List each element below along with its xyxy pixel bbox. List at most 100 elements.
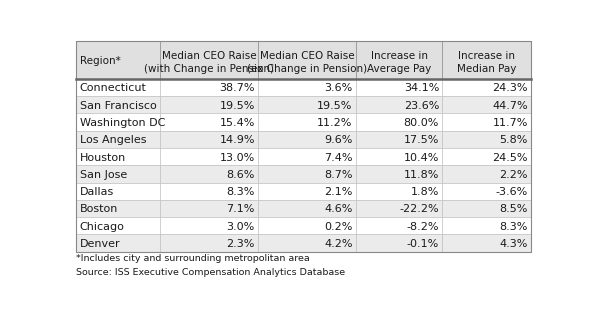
Text: Median CEO Raise
(ex Change in Pension): Median CEO Raise (ex Change in Pension): [247, 51, 367, 74]
Bar: [258, 96, 356, 113]
Bar: [258, 182, 356, 200]
Text: 5.8%: 5.8%: [499, 135, 528, 145]
Bar: [258, 165, 356, 182]
Text: 34.1%: 34.1%: [404, 84, 439, 94]
Bar: [442, 148, 531, 165]
Bar: [160, 234, 258, 252]
Bar: [356, 113, 442, 131]
Text: 7.4%: 7.4%: [324, 153, 353, 163]
Text: Houston: Houston: [80, 153, 126, 163]
Bar: [258, 234, 356, 252]
Text: 3.0%: 3.0%: [226, 222, 255, 232]
Bar: [356, 41, 442, 79]
Text: San Jose: San Jose: [80, 170, 127, 180]
Bar: [258, 148, 356, 165]
Bar: [258, 41, 356, 79]
Bar: [160, 165, 258, 182]
Text: Connecticut: Connecticut: [80, 84, 147, 94]
Bar: [258, 217, 356, 234]
Bar: [160, 200, 258, 217]
Bar: [76, 79, 160, 96]
Bar: [160, 96, 258, 113]
Bar: [356, 234, 442, 252]
Text: 13.0%: 13.0%: [220, 153, 255, 163]
Text: -8.2%: -8.2%: [407, 222, 439, 232]
Bar: [442, 165, 531, 182]
Text: 4.2%: 4.2%: [324, 239, 353, 249]
Text: 0.2%: 0.2%: [324, 222, 353, 232]
Text: -3.6%: -3.6%: [495, 187, 528, 197]
Text: 24.3%: 24.3%: [492, 84, 528, 94]
Bar: [442, 96, 531, 113]
Bar: [442, 217, 531, 234]
Bar: [160, 79, 258, 96]
Text: 24.5%: 24.5%: [492, 153, 528, 163]
Text: Los Angeles: Los Angeles: [80, 135, 147, 145]
Bar: [442, 41, 531, 79]
Bar: [356, 217, 442, 234]
Text: -0.1%: -0.1%: [407, 239, 439, 249]
Bar: [160, 148, 258, 165]
Bar: [356, 165, 442, 182]
Text: 8.3%: 8.3%: [499, 222, 528, 232]
Text: Chicago: Chicago: [80, 222, 125, 232]
Bar: [76, 113, 160, 131]
Bar: [160, 131, 258, 148]
Text: 19.5%: 19.5%: [317, 101, 353, 111]
Text: -22.2%: -22.2%: [400, 204, 439, 214]
Text: Region*: Region*: [80, 56, 121, 66]
Bar: [442, 234, 531, 252]
Text: 23.6%: 23.6%: [404, 101, 439, 111]
Bar: [442, 131, 531, 148]
Text: 15.4%: 15.4%: [219, 118, 255, 128]
Text: 80.0%: 80.0%: [404, 118, 439, 128]
Text: Increase in
Average Pay: Increase in Average Pay: [367, 51, 431, 74]
Text: 38.7%: 38.7%: [219, 84, 255, 94]
Text: 4.6%: 4.6%: [324, 204, 353, 214]
Text: Dallas: Dallas: [80, 187, 114, 197]
Text: 10.4%: 10.4%: [404, 153, 439, 163]
Bar: [160, 41, 258, 79]
Bar: [76, 41, 160, 79]
Text: 11.2%: 11.2%: [317, 118, 353, 128]
Text: 8.3%: 8.3%: [226, 187, 255, 197]
Bar: [442, 79, 531, 96]
Bar: [356, 148, 442, 165]
Text: Boston: Boston: [80, 204, 118, 214]
Text: 8.7%: 8.7%: [324, 170, 353, 180]
Bar: [76, 131, 160, 148]
Text: Source: ISS Executive Compensation Analytics Database: Source: ISS Executive Compensation Analy…: [76, 268, 345, 277]
Bar: [442, 200, 531, 217]
Text: 8.5%: 8.5%: [499, 204, 528, 214]
Bar: [76, 165, 160, 182]
Text: 2.1%: 2.1%: [324, 187, 353, 197]
Text: 17.5%: 17.5%: [404, 135, 439, 145]
Bar: [160, 217, 258, 234]
Bar: [258, 200, 356, 217]
Text: 4.3%: 4.3%: [499, 239, 528, 249]
Text: 11.7%: 11.7%: [492, 118, 528, 128]
Text: 19.5%: 19.5%: [219, 101, 255, 111]
Bar: [76, 217, 160, 234]
Text: Denver: Denver: [80, 239, 121, 249]
Bar: [356, 96, 442, 113]
Bar: [356, 79, 442, 96]
Bar: [258, 131, 356, 148]
Bar: [76, 41, 531, 252]
Text: *Includes city and surrounding metropolitan area: *Includes city and surrounding metropoli…: [76, 254, 310, 263]
Text: 44.7%: 44.7%: [492, 101, 528, 111]
Bar: [76, 96, 160, 113]
Bar: [76, 200, 160, 217]
Bar: [356, 131, 442, 148]
Bar: [258, 79, 356, 96]
Text: Washington DC: Washington DC: [80, 118, 165, 128]
Text: 2.2%: 2.2%: [499, 170, 528, 180]
Text: 7.1%: 7.1%: [226, 204, 255, 214]
Bar: [76, 148, 160, 165]
Bar: [442, 182, 531, 200]
Bar: [76, 182, 160, 200]
Bar: [258, 113, 356, 131]
Text: 11.8%: 11.8%: [404, 170, 439, 180]
Text: 3.6%: 3.6%: [324, 84, 353, 94]
Text: 9.6%: 9.6%: [324, 135, 353, 145]
